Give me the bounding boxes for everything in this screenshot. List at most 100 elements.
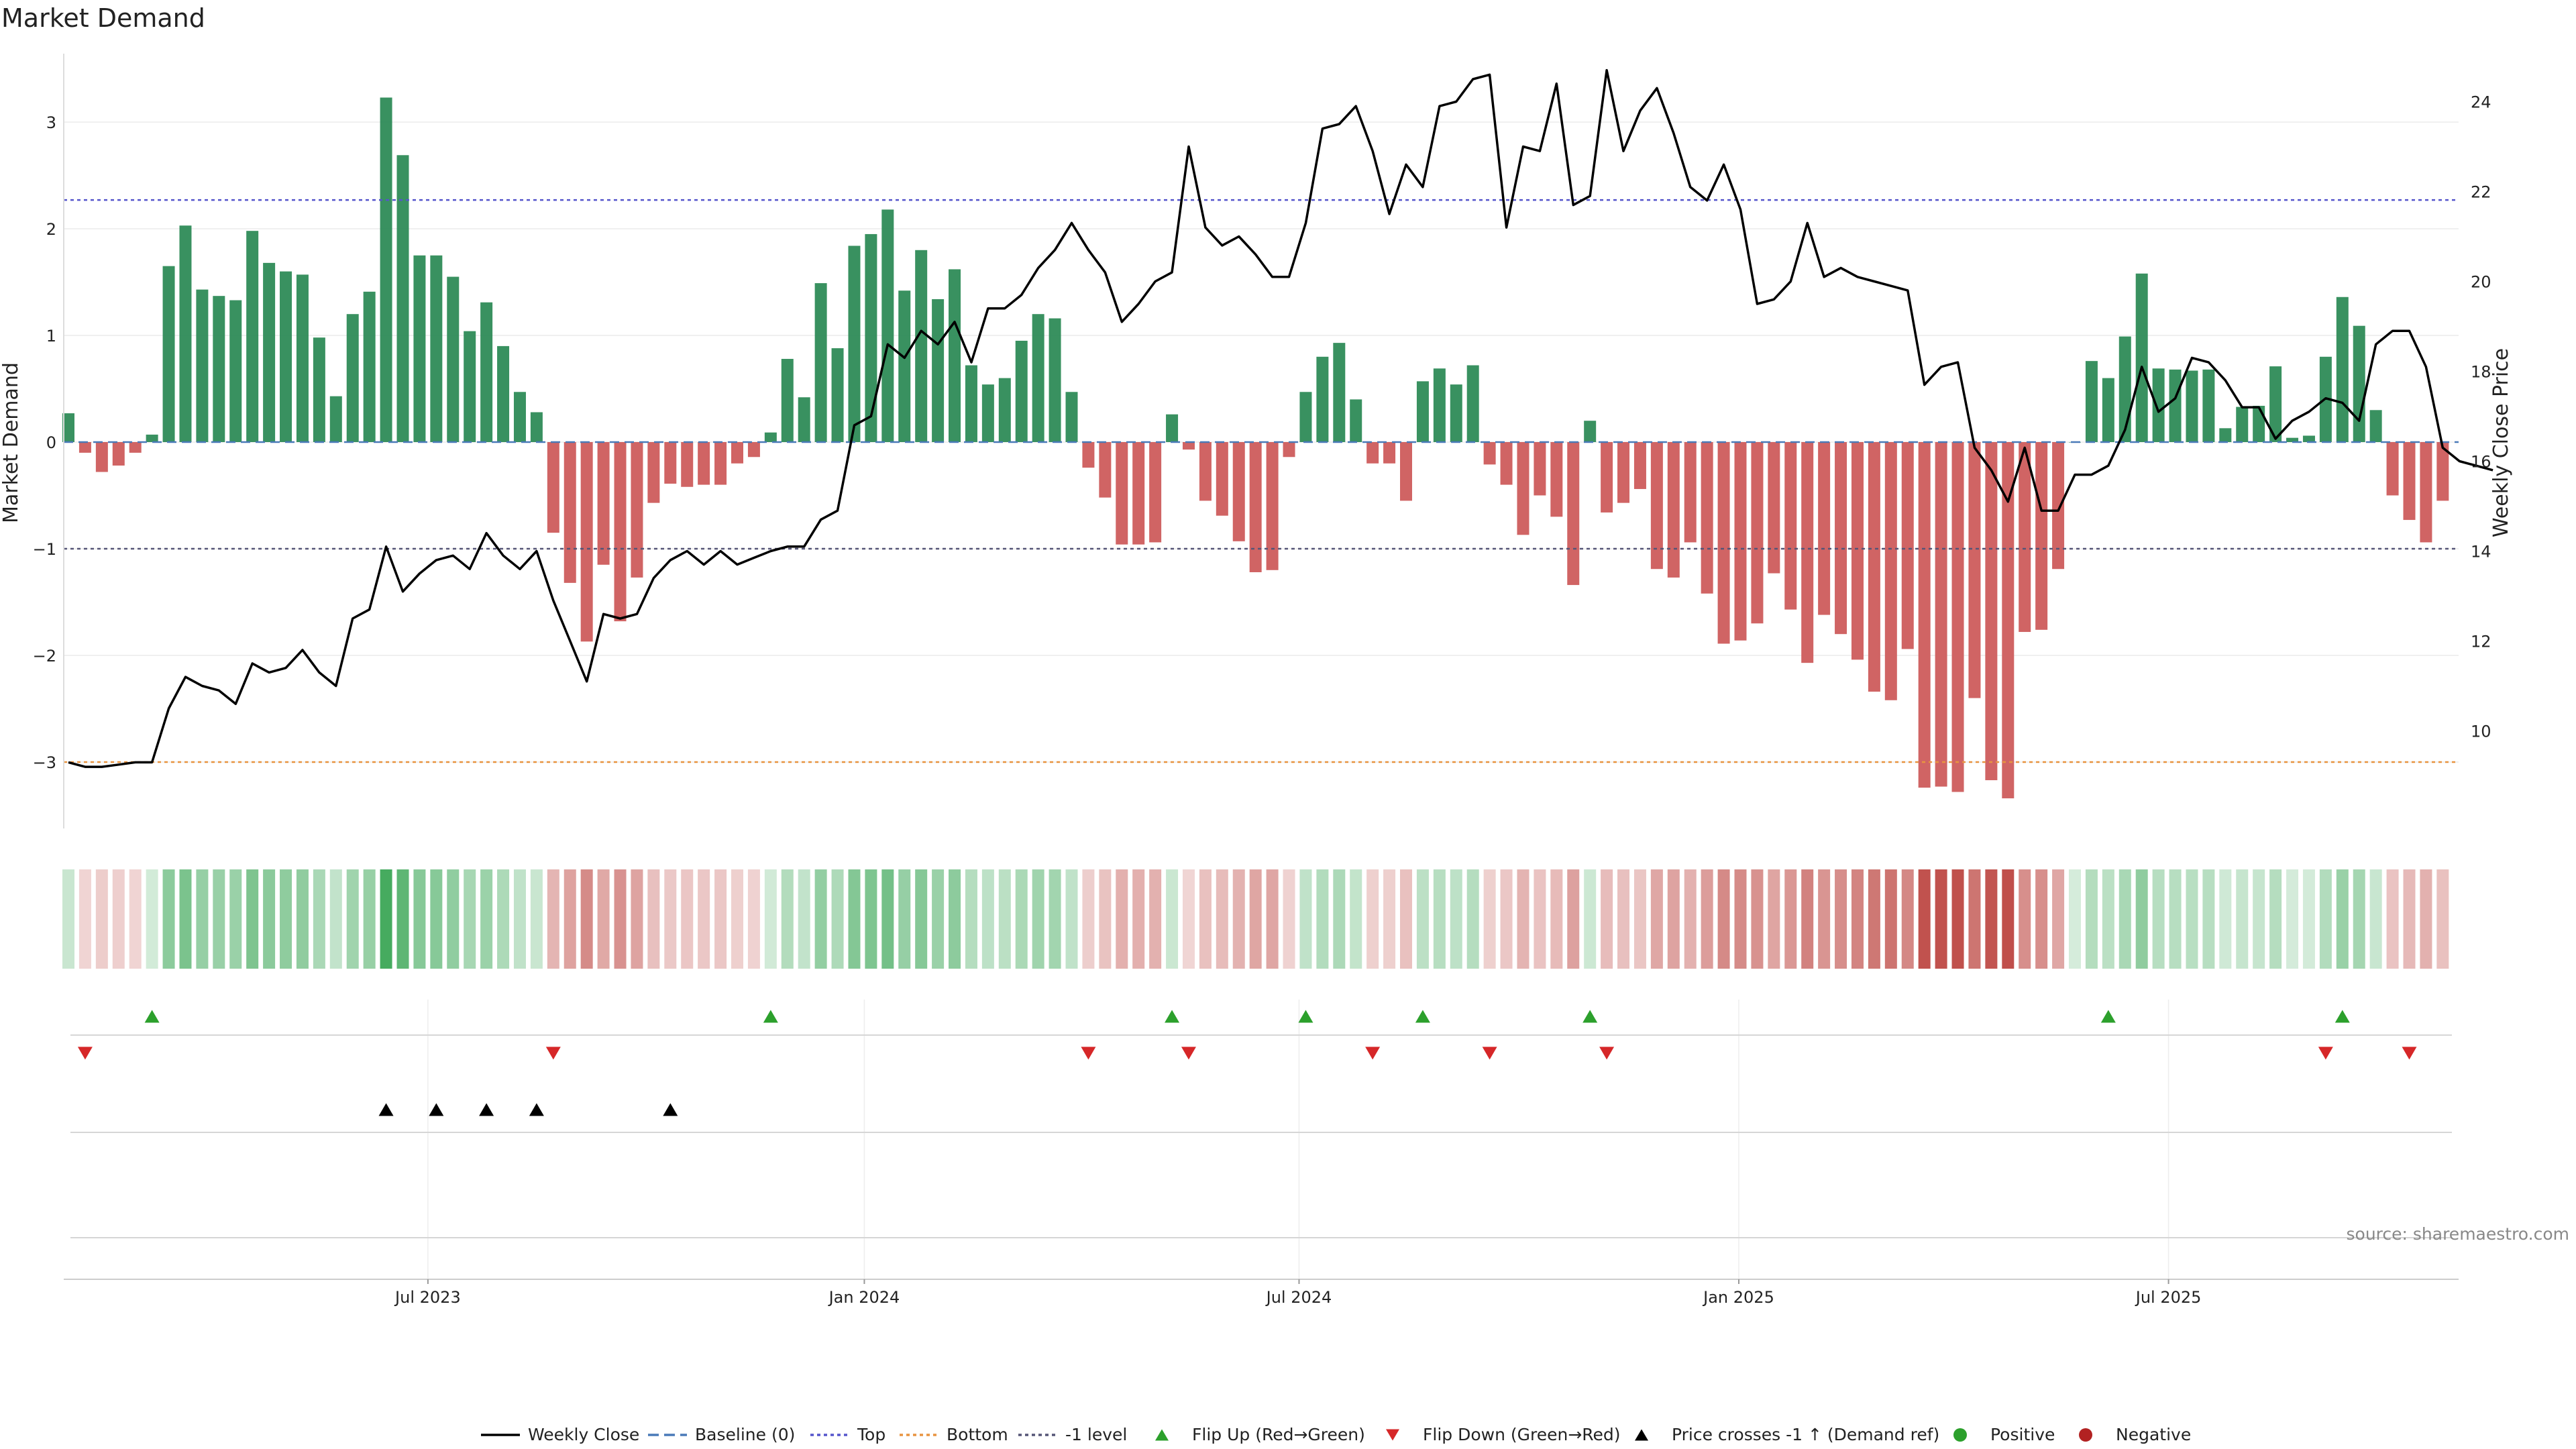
heat-cell — [564, 869, 576, 969]
heat-cell — [62, 869, 74, 969]
legend-label: Flip Up (Red→Green) — [1192, 1425, 1365, 1444]
heat-cell — [1985, 869, 1998, 969]
heat-cell — [932, 869, 945, 969]
demand-bar-positive — [915, 250, 928, 442]
heat-cell — [1633, 869, 1646, 969]
heat-cell — [1734, 869, 1747, 969]
heat-cell — [1249, 869, 1262, 969]
demand-bar-negative — [1835, 442, 1847, 635]
y-tick-label: 2 — [46, 220, 56, 239]
legend-label: Negative — [2116, 1425, 2191, 1444]
heat-cell — [1584, 869, 1597, 969]
heat-cell — [464, 869, 476, 969]
demand-bar-positive — [965, 365, 977, 442]
heat-cell — [363, 869, 376, 969]
demand-bar-positive — [2152, 368, 2165, 442]
heat-cell — [112, 869, 125, 969]
legend-label: Weekly Close — [528, 1425, 639, 1444]
x-tick-label: Jul 2025 — [2135, 1288, 2202, 1307]
heat-cell — [1216, 869, 1228, 969]
y-axis-label: Market Demand — [0, 362, 23, 523]
demand-bar-negative — [1884, 442, 1897, 700]
demand-bar-positive — [2253, 405, 2265, 442]
demand-bar-positive — [1015, 340, 1028, 442]
y-tick-label: −2 — [33, 647, 56, 665]
heat-cell — [396, 869, 409, 969]
heat-cell — [2069, 869, 2081, 969]
chart-title: Market Demand — [1, 3, 205, 33]
demand-bar-negative — [1601, 442, 1613, 513]
demand-bar-negative — [1266, 442, 1279, 570]
demand-bar-negative — [1550, 442, 1563, 517]
heat-cell — [2436, 869, 2449, 969]
demand-bar-positive — [313, 337, 325, 442]
demand-bar-negative — [1734, 442, 1747, 641]
heat-cell — [1684, 869, 1697, 969]
legend-label: Bottom — [947, 1425, 1008, 1444]
y-tick-label: −3 — [33, 753, 56, 772]
heat-cell — [497, 869, 510, 969]
heat-cell — [1232, 869, 1245, 969]
demand-bar-negative — [614, 442, 627, 622]
demand-bar-negative — [2019, 442, 2031, 633]
demand-bar-negative — [1400, 442, 1412, 501]
demand-bar-positive — [2186, 370, 2198, 442]
heat-cell — [2002, 869, 2015, 969]
demand-bar-positive — [363, 291, 376, 442]
heat-cell — [1884, 869, 1897, 969]
demand-bar-positive — [1433, 368, 1446, 442]
flip-up-marker — [763, 1010, 778, 1023]
demand-bar-negative — [731, 442, 743, 464]
heat-cell — [2286, 869, 2299, 969]
heat-cell — [196, 869, 209, 969]
y2-tick-label: 22 — [2471, 183, 2491, 202]
y-tick-label: 1 — [46, 327, 56, 345]
demand-bar-positive — [1416, 381, 1429, 442]
event-markers — [77, 1010, 2417, 1116]
demand-bar-negative — [2052, 442, 2065, 570]
weekly-close-line — [68, 68, 2493, 768]
heat-cell — [1015, 869, 1028, 969]
heat-cell — [2035, 869, 2048, 969]
demand-bar-positive — [2085, 361, 2098, 442]
heat-cell — [1450, 869, 1462, 969]
demand-bar-positive — [246, 231, 259, 442]
heat-cell — [647, 869, 660, 969]
heat-cell — [2336, 869, 2349, 969]
legend-swatch — [1155, 1429, 1169, 1441]
demand-bar-positive — [229, 300, 242, 442]
demand-bar-positive — [2135, 273, 2148, 442]
legend-label: Baseline (0) — [695, 1425, 795, 1444]
demand-bar-negative — [2035, 442, 2048, 630]
demand-bar-positive — [1166, 414, 1179, 442]
heat-cell — [580, 869, 593, 969]
flip-down-marker — [1599, 1046, 1615, 1060]
demand-bar-positive — [949, 269, 961, 442]
demand-bar-positive — [2236, 407, 2249, 442]
y2-tick-label: 24 — [2471, 93, 2491, 112]
heat-cell — [480, 869, 493, 969]
heat-cell — [1466, 869, 1479, 969]
heat-cell — [1416, 869, 1429, 969]
heat-cell — [2403, 869, 2416, 969]
heat-cell — [1383, 869, 1396, 969]
demand-bar-negative — [1082, 442, 1095, 468]
flip-down-marker — [1081, 1046, 1096, 1060]
heat-cell — [1835, 869, 1847, 969]
heat-cell — [831, 869, 844, 969]
demand-bar-negative — [1517, 442, 1529, 535]
heat-cell — [2369, 869, 2382, 969]
legend-label: -1 level — [1065, 1425, 1127, 1444]
heat-cell — [1099, 869, 1112, 969]
y2-tick-label: 14 — [2471, 543, 2491, 561]
demand-bar-negative — [1132, 442, 1145, 545]
heat-cell — [1132, 869, 1145, 969]
heat-cell — [1601, 869, 1613, 969]
demand-bar-positive — [981, 384, 994, 442]
reference-lines — [64, 199, 2459, 763]
heat-cell — [229, 869, 242, 969]
heat-cell — [530, 869, 543, 969]
demand-bar-positive — [2302, 435, 2315, 442]
heat-cell — [2085, 869, 2098, 969]
legend-swatch — [1953, 1428, 1967, 1442]
